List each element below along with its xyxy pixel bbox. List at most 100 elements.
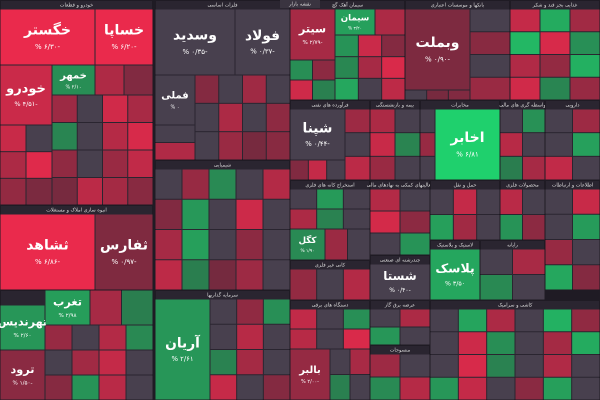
stock-tile (540, 32, 570, 54)
stock-tile (0, 214, 95, 290)
stock-tile (0, 152, 26, 178)
stock-tile (370, 189, 400, 211)
stock-change: % ۱/۹۰ (300, 248, 314, 254)
stock-change: % ۴/۵۱- (14, 100, 38, 108)
stock-tile (540, 77, 570, 100)
stock-tile (545, 156, 572, 180)
stock-tile (210, 375, 237, 400)
sector-title: حمل و نقل (453, 183, 476, 189)
stock-tile (26, 178, 52, 205)
stock-tile (510, 32, 540, 54)
stock-change: % ۰/۴۴- (305, 140, 330, 148)
stock-tile (370, 109, 395, 133)
stock-tile (45, 350, 72, 375)
stock-tile (543, 309, 572, 332)
stock-name: خساپا (104, 23, 144, 39)
stock-tile (266, 103, 290, 132)
stock-tile (570, 55, 600, 77)
stock-tile (420, 109, 435, 133)
stock-change: % ۲/۰۰- (301, 379, 319, 385)
sector-title: بانکها و موسسات اعتباری (431, 3, 484, 9)
stock-tile (480, 249, 512, 274)
stock-name: تهرندیس (0, 315, 47, 328)
stock-tile (317, 269, 343, 300)
stock-tile (263, 230, 290, 260)
stock-name: ترود (11, 363, 35, 376)
stock-tile (52, 65, 95, 95)
stock-tile (243, 132, 266, 160)
stock-tile (400, 233, 430, 255)
stock-tile (219, 75, 242, 103)
stock-change: % ۰/۴۰- (389, 287, 410, 294)
stock-tile (263, 199, 290, 229)
stock-name: شستا (383, 269, 416, 283)
stock-tile (0, 178, 26, 205)
stock-tile (128, 95, 153, 122)
stock-tile (510, 9, 540, 32)
stock-name: فملی (161, 91, 188, 102)
stock-tile (448, 90, 470, 100)
stock-tile (543, 355, 572, 377)
sector-title: فرآورده های نفتی (311, 102, 349, 109)
stock-tile (358, 35, 382, 57)
stock-tile (52, 150, 77, 177)
sector-title: رایانه (507, 243, 518, 249)
stock-tile (209, 199, 236, 229)
stock-tile (0, 125, 26, 152)
stock-tile (72, 375, 99, 400)
stock-tile (236, 199, 263, 229)
sector-title: کاشی و سرامیک (498, 303, 533, 309)
stock-tile (370, 264, 430, 300)
stock-tile (52, 178, 77, 205)
stock-tile (430, 332, 458, 354)
stock-tile (155, 169, 182, 199)
stock-tile (290, 60, 312, 80)
stock-tile (45, 290, 90, 325)
title-badge (280, 0, 320, 8)
stock-tile (263, 350, 290, 375)
stock-tile (343, 209, 370, 229)
stock-tile (400, 377, 430, 400)
stock-change: % ۰/۳۵- (182, 48, 208, 56)
stock-tile (545, 189, 572, 214)
stock-tile (26, 125, 52, 152)
stock-tile (182, 199, 209, 229)
stock-tile (513, 249, 545, 274)
sector-title: کانی غیر فلزی (315, 263, 346, 269)
stock-tile (545, 214, 572, 239)
stock-tile (343, 269, 370, 300)
stock-tile (237, 375, 263, 400)
stock-change: % ۲/۹۸ (58, 313, 76, 319)
stock-tile (477, 215, 500, 240)
stock-name: تغرب (53, 295, 82, 308)
stock-tile (128, 150, 153, 177)
stock-change: % ۲/۷۹- (302, 40, 322, 46)
stock-change: % ۶/۸۶- (35, 258, 61, 266)
stock-change: % ۳/۵۰ (445, 280, 465, 287)
stock-tile (335, 57, 358, 78)
stock-tile (155, 75, 195, 125)
stock-name: وسدید (173, 28, 217, 44)
stock-tile (545, 240, 572, 265)
stock-tile (348, 229, 370, 260)
stock-tile (523, 189, 545, 214)
stock-tile (453, 215, 477, 240)
sector-title: دستگاه های برقی (312, 302, 349, 309)
stock-tile (0, 65, 52, 125)
stock-tile (237, 299, 263, 324)
stock-name: ثشاهد (26, 238, 69, 254)
stock-tile (155, 143, 195, 160)
stock-tile (103, 95, 128, 122)
stock-tile (358, 78, 382, 100)
stock-tile (458, 377, 487, 400)
stock-tile (573, 156, 600, 180)
stock-tile (343, 189, 370, 209)
stock-tile (237, 350, 263, 375)
stock-tile (219, 132, 242, 160)
stock-tile (330, 349, 350, 374)
stock-tile (0, 9, 95, 65)
stock-tile (335, 78, 358, 100)
stock-tile (95, 65, 124, 95)
stock-tile (266, 132, 290, 160)
